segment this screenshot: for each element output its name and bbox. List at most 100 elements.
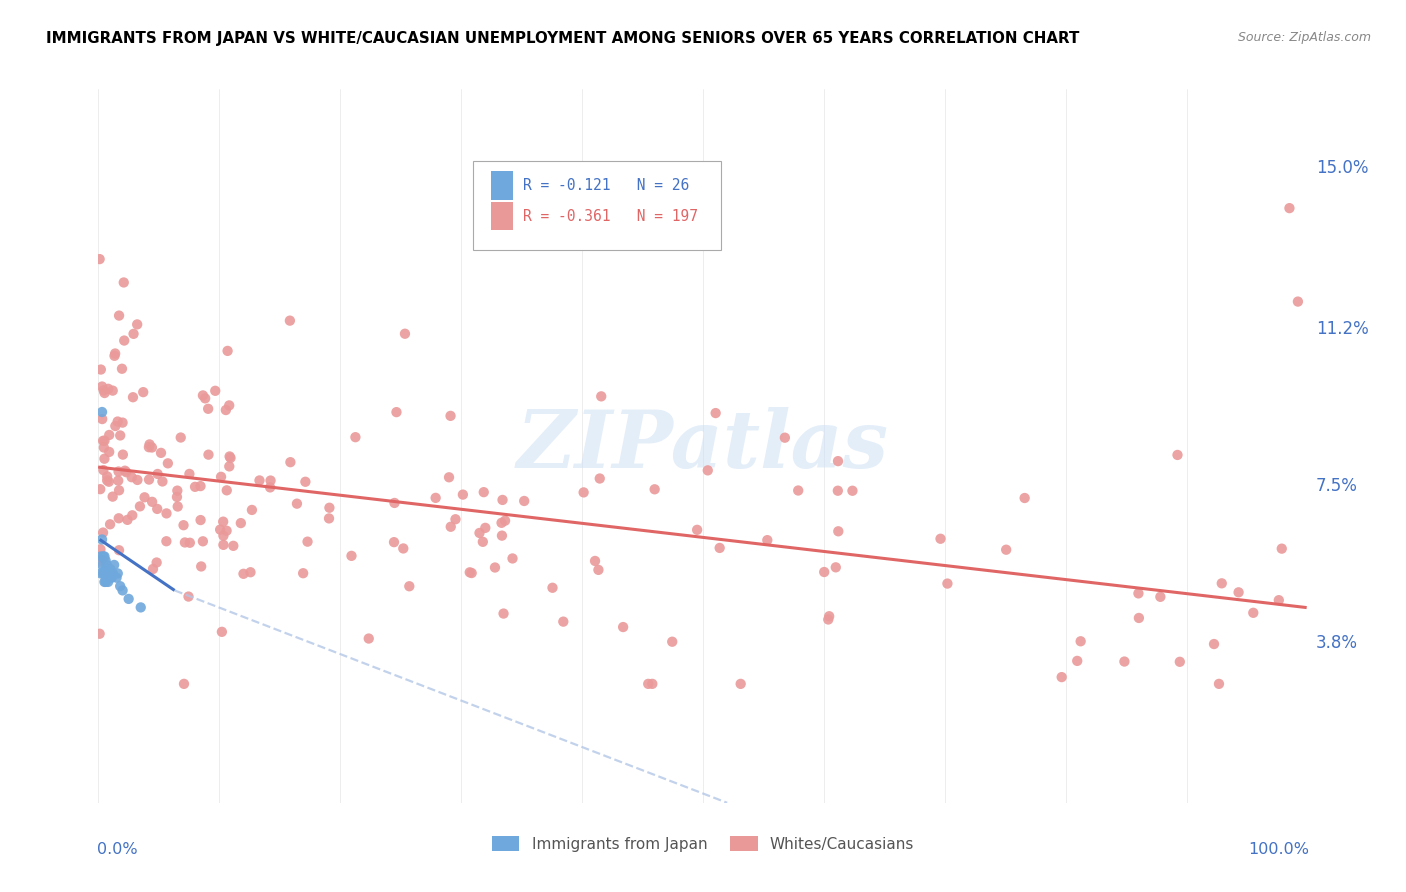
Point (121, 508, 143, 523)
Point (170, 430, 193, 444)
Point (111, 448, 134, 462)
Point (209, 470, 232, 484)
Point (460, 566, 482, 580)
Point (100, 562, 122, 576)
Point (107, 465, 129, 479)
Point (591, 389, 613, 403)
Point (91, 412, 114, 426)
Point (94, 574, 117, 589)
Point (1128, 611, 1150, 625)
Text: Source: ZipAtlas.com: Source: ZipAtlas.com (1237, 31, 1371, 45)
Point (112, 276, 135, 290)
Point (129, 600, 152, 615)
Point (995, 542, 1018, 557)
Text: 100.0%: 100.0% (1247, 842, 1309, 857)
Point (437, 470, 460, 484)
Point (90, 566, 112, 581)
Point (212, 529, 235, 543)
Point (150, 446, 173, 460)
Point (111, 416, 134, 430)
Point (93, 441, 115, 455)
Point (730, 677, 752, 691)
Point (138, 440, 160, 454)
Point (96, 558, 118, 572)
Point (1149, 590, 1171, 604)
Point (108, 579, 131, 593)
Text: 0.0%: 0.0% (97, 842, 138, 857)
Point (111, 361, 134, 376)
Point (93, 451, 115, 466)
Point (118, 591, 141, 606)
Point (491, 492, 513, 507)
Point (1202, 637, 1225, 651)
Point (173, 677, 195, 691)
Point (101, 490, 124, 504)
Point (1227, 585, 1250, 599)
Point (89, 554, 111, 568)
Point (127, 318, 149, 332)
Point (155, 534, 177, 549)
Point (132, 385, 155, 400)
Point (292, 566, 315, 581)
Point (709, 541, 731, 555)
Point (190, 513, 212, 527)
Point (104, 346, 127, 360)
Point (98, 445, 121, 459)
Point (97, 382, 120, 396)
Point (100, 571, 122, 585)
Point (425, 491, 447, 505)
Point (108, 428, 131, 442)
Point (89, 626, 111, 640)
Point (105, 571, 128, 585)
Text: ZIPatlas: ZIPatlas (517, 408, 889, 484)
Point (827, 483, 849, 498)
Point (166, 500, 188, 514)
Point (101, 384, 124, 398)
Point (451, 487, 474, 501)
Point (382, 535, 405, 549)
Point (194, 392, 217, 406)
Point (209, 523, 232, 537)
Point (637, 677, 659, 691)
Point (90, 362, 112, 376)
Point (145, 556, 167, 570)
Point (141, 495, 163, 509)
Point (179, 467, 201, 481)
Point (103, 558, 125, 572)
Point (96, 473, 118, 487)
Point (112, 334, 135, 348)
Point (152, 475, 174, 489)
Point (146, 467, 169, 481)
Point (1014, 491, 1036, 505)
Point (444, 512, 467, 526)
Point (240, 503, 263, 517)
Point (474, 521, 496, 535)
Point (392, 541, 415, 556)
Point (1166, 448, 1188, 462)
Point (239, 566, 262, 580)
Point (173, 518, 195, 533)
Point (696, 463, 718, 477)
Point (177, 590, 200, 604)
FancyBboxPatch shape (474, 161, 721, 250)
Point (104, 419, 127, 434)
Point (91, 558, 114, 572)
Point (344, 430, 367, 444)
Point (491, 516, 513, 530)
Point (98, 517, 121, 532)
Point (98, 571, 121, 585)
Point (218, 398, 240, 412)
Point (127, 473, 149, 487)
Point (813, 565, 835, 579)
Point (553, 615, 575, 629)
Point (91, 566, 114, 581)
Point (1278, 201, 1301, 215)
Point (491, 528, 513, 542)
Point (134, 491, 156, 505)
Point (90, 549, 112, 564)
Point (817, 612, 839, 626)
Point (1070, 634, 1092, 648)
Point (190, 479, 212, 493)
Point (91, 552, 114, 566)
Point (93, 384, 115, 398)
